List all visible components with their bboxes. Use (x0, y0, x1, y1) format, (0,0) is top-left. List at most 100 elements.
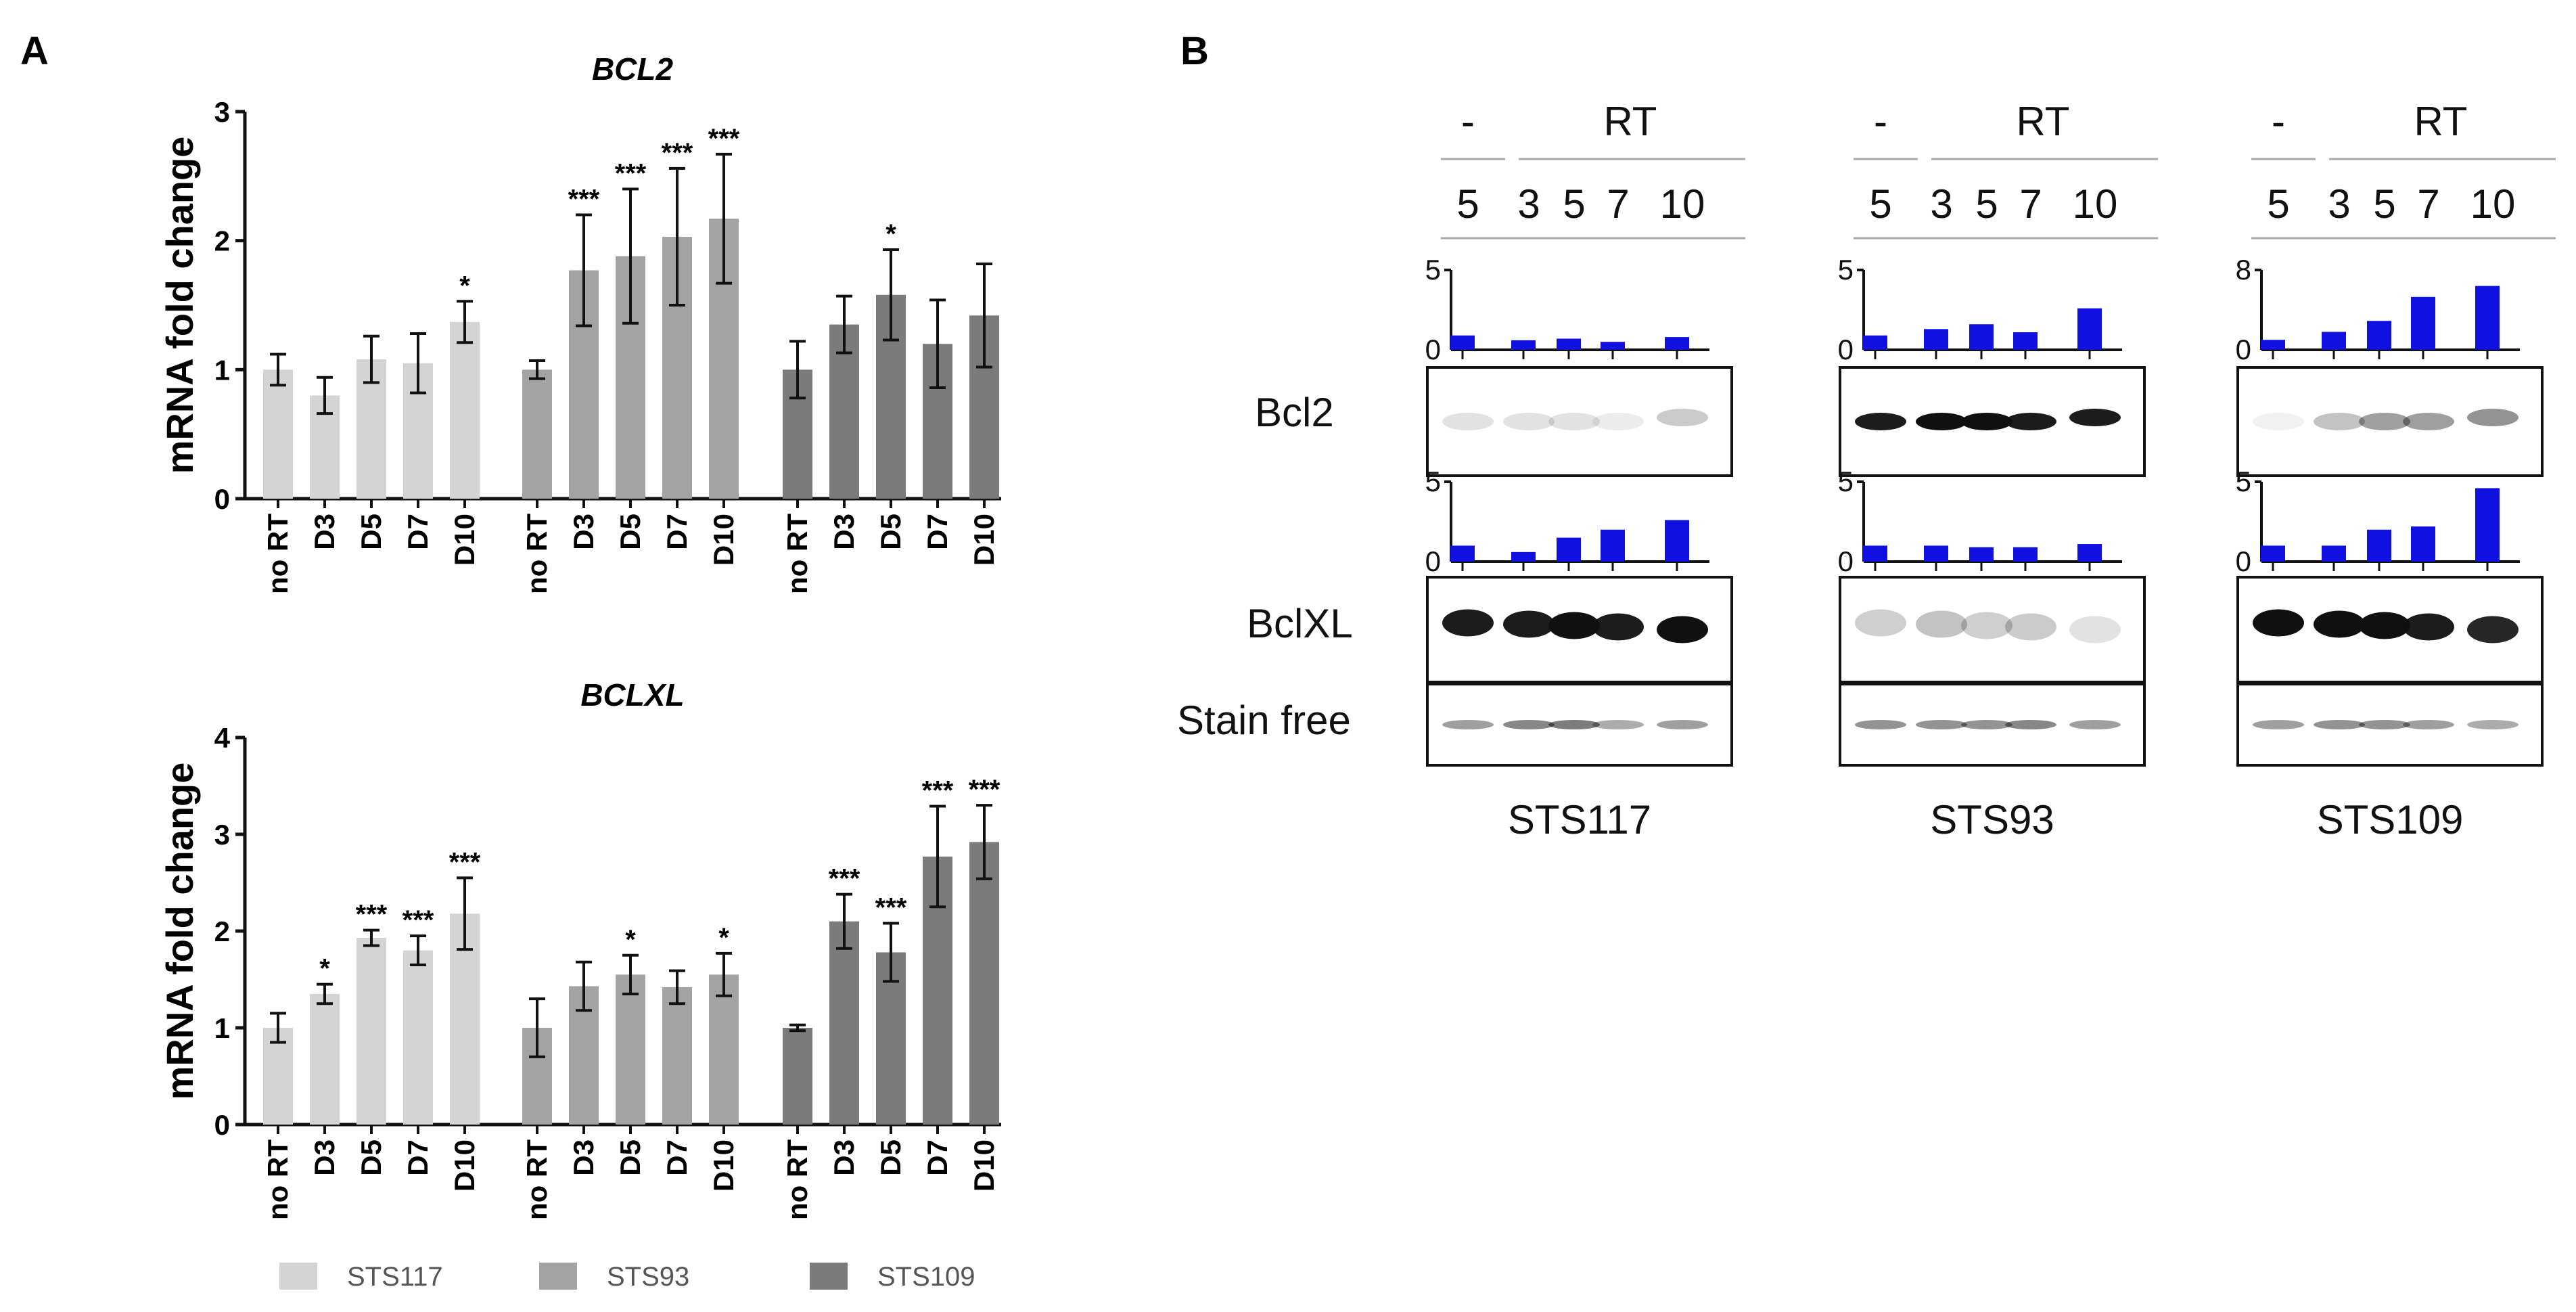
mini-y-max-label: 5 (1838, 466, 1854, 497)
header-rt: RT (2017, 99, 2070, 144)
lane-label: 10 (2073, 181, 2118, 227)
mini-bar (2475, 488, 2500, 562)
mini-y-max-label: 8 (2236, 254, 2251, 286)
mini-y-zero-label: 0 (2236, 334, 2251, 365)
mini-y-zero-label: 0 (2236, 545, 2251, 577)
mini-y-zero-label: 0 (1838, 334, 1854, 365)
mini-y-zero-label: 0 (1425, 334, 1441, 365)
significance-label: *** (449, 847, 481, 877)
header-rt: RT (2414, 99, 2468, 144)
panel-label-b: B (1180, 29, 1209, 73)
mini-bar (2411, 296, 2435, 350)
legend-label: STS109 (877, 1262, 975, 1292)
mini-bar (1924, 545, 1948, 562)
x-tick-label: D5 (875, 1139, 906, 1176)
y-tick-label: 3 (214, 96, 230, 128)
mini-bar (1969, 547, 1994, 562)
x-tick-label: D10 (968, 1139, 1000, 1192)
x-tick-label: D5 (355, 1139, 387, 1176)
significance-label: *** (356, 900, 388, 930)
blot-band (1503, 720, 1555, 729)
mini-bar (1557, 338, 1581, 350)
mini-bar (2261, 545, 2285, 562)
mini-bar (1601, 342, 1625, 350)
blot-band (2253, 609, 2304, 637)
blot-frame (1839, 576, 2146, 683)
chart-title: BCL2 (592, 51, 674, 87)
blot-band (2314, 610, 2365, 638)
header-minus: - (2272, 99, 2285, 144)
bcl2-bar-chart: BCL2 mRNA fold change 0 1 2 3 no RT D3 D5 D7 * D10 n… (158, 51, 1001, 594)
bar (616, 974, 645, 1125)
x-tick-label: D7 (402, 514, 434, 550)
significance-label: *** (875, 893, 907, 923)
legend-label: STS117 (347, 1262, 443, 1292)
lane-label: 5 (2267, 181, 2289, 227)
mini-bar (1450, 335, 1475, 350)
y-tick-label: 0 (214, 483, 230, 515)
y-tick-label: 1 (214, 354, 230, 386)
y-tick-label: 3 (214, 819, 230, 851)
blot-band (1592, 613, 1644, 641)
blot-band (2005, 613, 2056, 641)
lane-label: 5 (1456, 181, 1479, 227)
y-axis-label: mRNA fold change (158, 137, 201, 474)
blot-band (2069, 409, 2121, 426)
blot-band (1548, 413, 1600, 430)
mini-bar (2077, 308, 2102, 350)
lane-label: 5 (1563, 181, 1585, 227)
mini-y-max-label: 5 (1838, 254, 1854, 286)
blot-band (1548, 720, 1600, 729)
blot-band (1442, 720, 1494, 729)
blot-band (2314, 720, 2365, 729)
header-rt: RT (1604, 99, 1657, 144)
legend-swatch (539, 1263, 577, 1290)
x-tick-label: D7 (921, 514, 953, 550)
x-tick-label: D7 (661, 1139, 693, 1176)
y-tick-label: 1 (214, 1012, 230, 1044)
significance-label: *** (615, 158, 647, 188)
significance-label: *** (969, 775, 1001, 805)
x-tick-label: D5 (614, 1139, 646, 1176)
x-tick-label: D10 (448, 514, 480, 566)
x-tick-label: D10 (968, 514, 1000, 566)
mini-bar (1511, 340, 1536, 350)
lane-label: 10 (2470, 181, 2516, 227)
x-tick-label: D7 (661, 514, 693, 550)
bar (969, 842, 999, 1125)
blot-band (1855, 609, 1906, 637)
bar (783, 1028, 812, 1125)
lane-label: 3 (1517, 181, 1540, 227)
mini-bar (1863, 545, 1887, 562)
blot-band (2253, 413, 2304, 430)
y-tick-label: 0 (214, 1109, 230, 1141)
row-label: Stain free (1177, 698, 1351, 743)
legend-swatch (810, 1263, 848, 1290)
bar (403, 950, 433, 1125)
x-tick-label: D10 (708, 1139, 739, 1192)
mini-bar (2261, 340, 2285, 350)
lane-label: 3 (1930, 181, 1952, 227)
x-tick-label: D5 (355, 514, 387, 550)
significance-label: *** (922, 776, 954, 806)
mini-bar (2077, 544, 2102, 562)
mini-bar (2475, 286, 2500, 350)
y-tick-label: 2 (214, 915, 230, 947)
row-label: BclXL (1247, 601, 1353, 646)
bar (263, 369, 293, 499)
blot-band (1442, 413, 1494, 430)
x-tick-label: D7 (402, 1139, 434, 1176)
bclxl-bar-chart: BCLXL mRNA fold change 0 1 2 3 4 no RT * D3 *** D5 *… (158, 677, 1001, 1220)
x-tick-label: no RT (781, 514, 813, 594)
bar (829, 921, 859, 1125)
mini-bar (2322, 545, 2346, 562)
blot-band (2467, 720, 2518, 729)
row-label: Bcl2 (1255, 390, 1334, 435)
significance-label: *** (568, 185, 600, 214)
x-tick-label: D3 (828, 1139, 860, 1176)
mini-y-max-label: 5 (1425, 466, 1441, 497)
mini-bar (1665, 337, 1689, 350)
x-tick-label: D3 (568, 514, 599, 550)
blot-band (2403, 613, 2454, 641)
blot-frame (2236, 366, 2544, 477)
